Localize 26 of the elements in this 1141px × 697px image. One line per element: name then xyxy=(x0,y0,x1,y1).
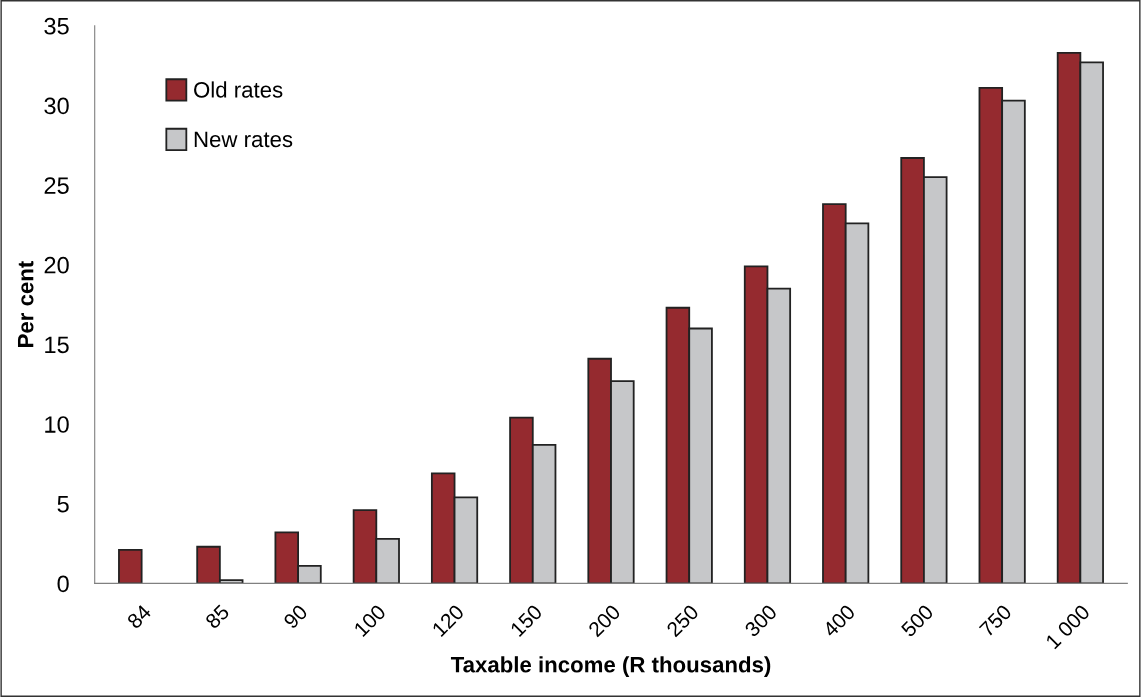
x-axis-title: Taxable income (R thousands) xyxy=(450,656,771,677)
x-tick-label: 85 xyxy=(204,603,231,630)
bar xyxy=(118,549,143,584)
x-tick-label: 90 xyxy=(282,603,309,630)
legend-label: New rates xyxy=(194,131,293,148)
x-tick-label: 150 xyxy=(509,603,544,638)
y-tick-label: 0 xyxy=(57,575,69,593)
y-tick-label: 15 xyxy=(45,336,69,354)
x-tick-label: 200 xyxy=(587,603,622,638)
y-axis-title: Per cent xyxy=(17,261,34,347)
y-tick-label: 5 xyxy=(57,496,69,513)
y-tick-label: 10 xyxy=(45,416,69,433)
x-tick-label: 400 xyxy=(821,603,856,638)
y-tick-label: 30 xyxy=(44,97,69,115)
x-tick-label: 1 000 xyxy=(1045,603,1091,650)
y-tick-label: 20 xyxy=(44,256,69,274)
x-tick-label: 750 xyxy=(978,603,1013,638)
x-tick-label: 250 xyxy=(665,603,700,638)
legend-label: Old rates xyxy=(194,81,283,98)
x-tick-label: 120 xyxy=(431,603,465,638)
y-tick-label: 35 xyxy=(44,17,69,35)
x-tick-label: 84 xyxy=(126,603,153,630)
x-tick-label: 100 xyxy=(353,603,387,638)
y-tick-label: 25 xyxy=(44,177,69,194)
x-tick-label: 300 xyxy=(743,603,778,638)
x-tick-label: 500 xyxy=(900,603,935,638)
